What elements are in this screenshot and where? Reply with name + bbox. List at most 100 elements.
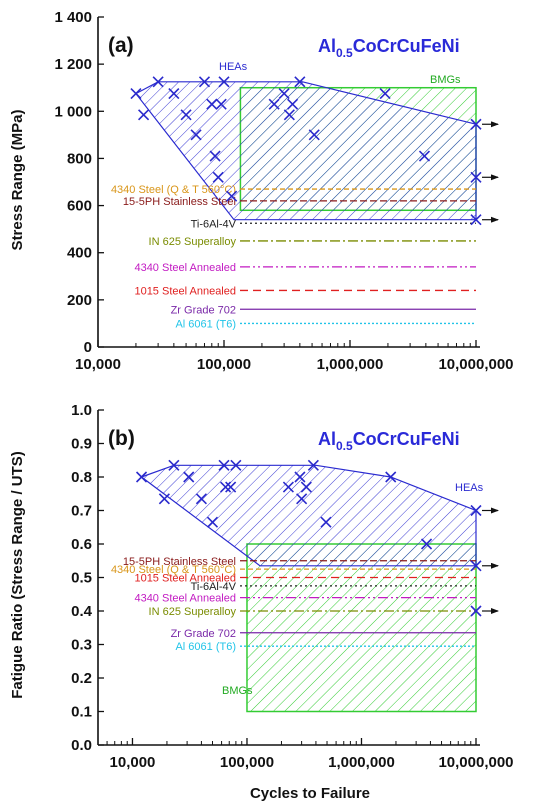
panel-b-data-point-11 <box>294 471 306 483</box>
panel-b-data-point-4 <box>195 493 207 505</box>
panel-a-data-point-1 <box>138 109 150 121</box>
panel-b-alloy-base: Al <box>318 429 336 449</box>
panel-b-data-point-14 <box>307 459 319 471</box>
panel-a-data-point-17 <box>294 76 306 88</box>
panel-b-data-point-16 <box>385 471 397 483</box>
panel-a-ref-label-1: 15-5PH Stainless Steel <box>123 196 236 208</box>
panel-b-data-point-10 <box>282 481 294 493</box>
panel-b-alloy-subscript: 0.5 <box>336 439 353 453</box>
panel-b-y-axis-label: Fatigue Ratio (Stress Range / UTS) <box>9 451 26 699</box>
panel-a-data-point-4 <box>180 109 192 121</box>
panel-a-ref-label-6: Zr Grade 702 <box>171 304 236 316</box>
panel-a-x-tick-label-2: 1,000,000 <box>317 356 384 373</box>
panel-b-data-point-2 <box>168 459 180 471</box>
panel-b-ref-label-4: 4340 Steel Annealed <box>134 593 236 605</box>
panel-b-data-point-20 <box>470 605 482 617</box>
panel-b-data-point-18 <box>470 504 482 517</box>
panel-b-y-tick-label-7: 0.7 <box>71 503 92 520</box>
panel-b-ref-label-1: 4340 Steel (Q & T 560°C) <box>111 564 236 576</box>
panel-b-ref-label-5: IN 625 Superalloy <box>149 606 237 618</box>
panel-a-data-point-5 <box>190 129 202 141</box>
panel-a-data-point-14 <box>278 88 290 100</box>
panel-a-data-point-10 <box>215 98 227 110</box>
panel-b-y-tick-label-5: 0.5 <box>71 570 92 587</box>
panel-b-data-point-13 <box>300 481 312 493</box>
panel-a-y-tick-label-1: 200 <box>67 292 92 309</box>
panel-b-x-tick-label-0: 10,000 <box>110 754 156 771</box>
panel-a-y-tick-label-6: 1 200 <box>54 56 92 73</box>
panel-b-data-point-17 <box>420 538 433 550</box>
panel-b-y-tick-label-10: 1.0 <box>71 402 92 419</box>
panel-b-x-tick-label-1: 100,000 <box>220 754 274 771</box>
panel-b-alloy-rest: CoCrCuFeNi <box>353 429 460 449</box>
panel-a-bmg-label: BMGs <box>430 74 461 86</box>
panel-a-data-point-15 <box>283 109 295 121</box>
panel-a-ref-label-2: Ti-6Al-4V <box>191 218 237 230</box>
panel-a-data-point-7 <box>206 98 218 110</box>
panel-b-hea-label: HEAs <box>455 482 484 494</box>
panel-a-alloy-subscript: 0.5 <box>336 46 353 60</box>
panel-b-ref-label-6: Zr Grade 702 <box>171 628 236 640</box>
panel-a-ref-label-5: 1015 Steel Annealed <box>134 285 236 297</box>
panel-a-data-point-9 <box>212 171 224 183</box>
panel-a-data-point-13 <box>268 98 280 110</box>
panel-b-y-tick-label-3: 0.3 <box>71 637 92 654</box>
panel-a-data-point-20 <box>418 150 431 162</box>
panel-a-ref-label-7: Al 6061 (T6) <box>175 318 236 330</box>
panel-a-data-point-19 <box>379 88 391 100</box>
panel-a-data-point-8 <box>209 150 221 162</box>
panel-a-alloy-title: Al0.5CoCrCuFeNi <box>318 36 460 60</box>
panel-b-bmg-label: BMGs <box>222 685 253 697</box>
panel-a-data-point-21 <box>470 118 482 130</box>
panel-b-y-tick-label-0: 0.0 <box>71 737 92 754</box>
panel-a-x-tick-label-1: 100,000 <box>197 356 251 373</box>
panel-b-data-point-15 <box>320 516 332 528</box>
panel-a-data-point-0 <box>130 88 142 100</box>
panel-b-bmg-region <box>246 543 477 713</box>
panel-a-y-tick-label-3: 600 <box>67 198 92 215</box>
panel-b-data-point-12 <box>296 493 308 505</box>
panel-a-data-point-3 <box>168 88 180 100</box>
panel-b-y-tick-label-9: 0.9 <box>71 436 92 453</box>
panel-b-data-point-3 <box>183 471 195 483</box>
panel-b-ref-label-7: Al 6061 (T6) <box>175 641 236 653</box>
panel-a-data-point-18 <box>308 129 320 141</box>
panel-a-y-axis-label: Stress Range (MPa) <box>9 110 26 251</box>
panel-b-y-tick-label-2: 0.2 <box>71 670 92 687</box>
panel-a-alloy-rest: CoCrCuFeNi <box>353 36 460 56</box>
panel-b-alloy-title: Al0.5CoCrCuFeNi <box>318 429 460 453</box>
panel-b-ref-label-0: 15-5PH Stainless Steel <box>123 556 236 568</box>
panel-b-y-tick-label-1: 0.1 <box>71 704 92 721</box>
panel-a-x-tick-label-0: 10,000 <box>75 356 121 373</box>
panel-b-x-tick-label-3: 10,000,000 <box>438 754 513 771</box>
panel-a-alloy-base: Al <box>318 36 336 56</box>
panel-a-y-tick-label-5: 1 000 <box>54 103 92 120</box>
panel-a-hea-label: HEAs <box>219 61 248 73</box>
panel-a-ref-label-3: IN 625 Superalloy <box>149 236 237 248</box>
panel-b-y-tick-label-4: 0.4 <box>71 603 93 620</box>
panel-b-ref-label-3: Ti-6Al-4V <box>191 581 237 593</box>
panel-b-data-point-0 <box>135 471 148 483</box>
panel-b-data-point-7 <box>219 481 232 493</box>
panel-b-data-point-6 <box>218 459 230 471</box>
x-axis-label: Cycles to Failure <box>250 785 370 802</box>
panel-b-data-point-5 <box>206 516 219 528</box>
panel-a-ref-label-4: 4340 Steel Annealed <box>134 262 236 274</box>
panel-a-label: (a) <box>108 34 134 57</box>
panel-a-ref-label-0: 4340 Steel (Q & T 560°C) <box>111 184 236 196</box>
panel-a-y-tick-label-2: 400 <box>67 245 92 262</box>
panel-a-y-tick-label-7: 1 400 <box>54 9 92 26</box>
panel-a-data-point-6 <box>198 76 211 88</box>
panel-a-data-point-22 <box>470 171 482 183</box>
panel-b-data-point-8 <box>225 481 237 493</box>
panel-b-x-tick-label-2: 1,000,000 <box>328 754 395 771</box>
panel-b-y-tick-label-8: 0.8 <box>71 469 92 486</box>
panel-a-data-point-2 <box>152 76 164 88</box>
panel-a-data-point-11 <box>218 76 230 88</box>
panel-a-data-point-16 <box>286 98 299 110</box>
panel-b-hea-region <box>140 464 477 567</box>
panel-a-data-point-12 <box>226 190 238 202</box>
panel-b-ref-label-2: 1015 Steel Annealed <box>134 573 236 585</box>
panel-a: 4340 Steel (Q & T 560°C)15-5PH Stainless… <box>54 9 513 373</box>
